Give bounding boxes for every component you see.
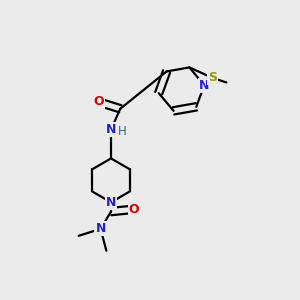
Text: N: N <box>95 222 106 236</box>
Text: H: H <box>118 125 127 138</box>
Text: N: N <box>106 123 116 136</box>
Text: N: N <box>106 196 116 209</box>
Text: S: S <box>208 71 217 84</box>
Text: O: O <box>93 95 104 108</box>
Text: N: N <box>199 79 209 92</box>
Text: O: O <box>129 203 140 216</box>
